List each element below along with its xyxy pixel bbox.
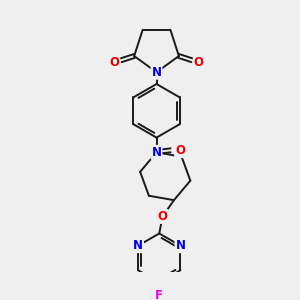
Text: N: N bbox=[176, 239, 185, 252]
Text: O: O bbox=[109, 56, 119, 69]
Text: N: N bbox=[152, 146, 161, 159]
Text: O: O bbox=[158, 210, 167, 223]
Text: O: O bbox=[175, 144, 185, 157]
Text: F: F bbox=[155, 289, 163, 300]
Text: N: N bbox=[133, 239, 143, 252]
Text: O: O bbox=[194, 56, 204, 69]
Text: N: N bbox=[152, 66, 161, 79]
